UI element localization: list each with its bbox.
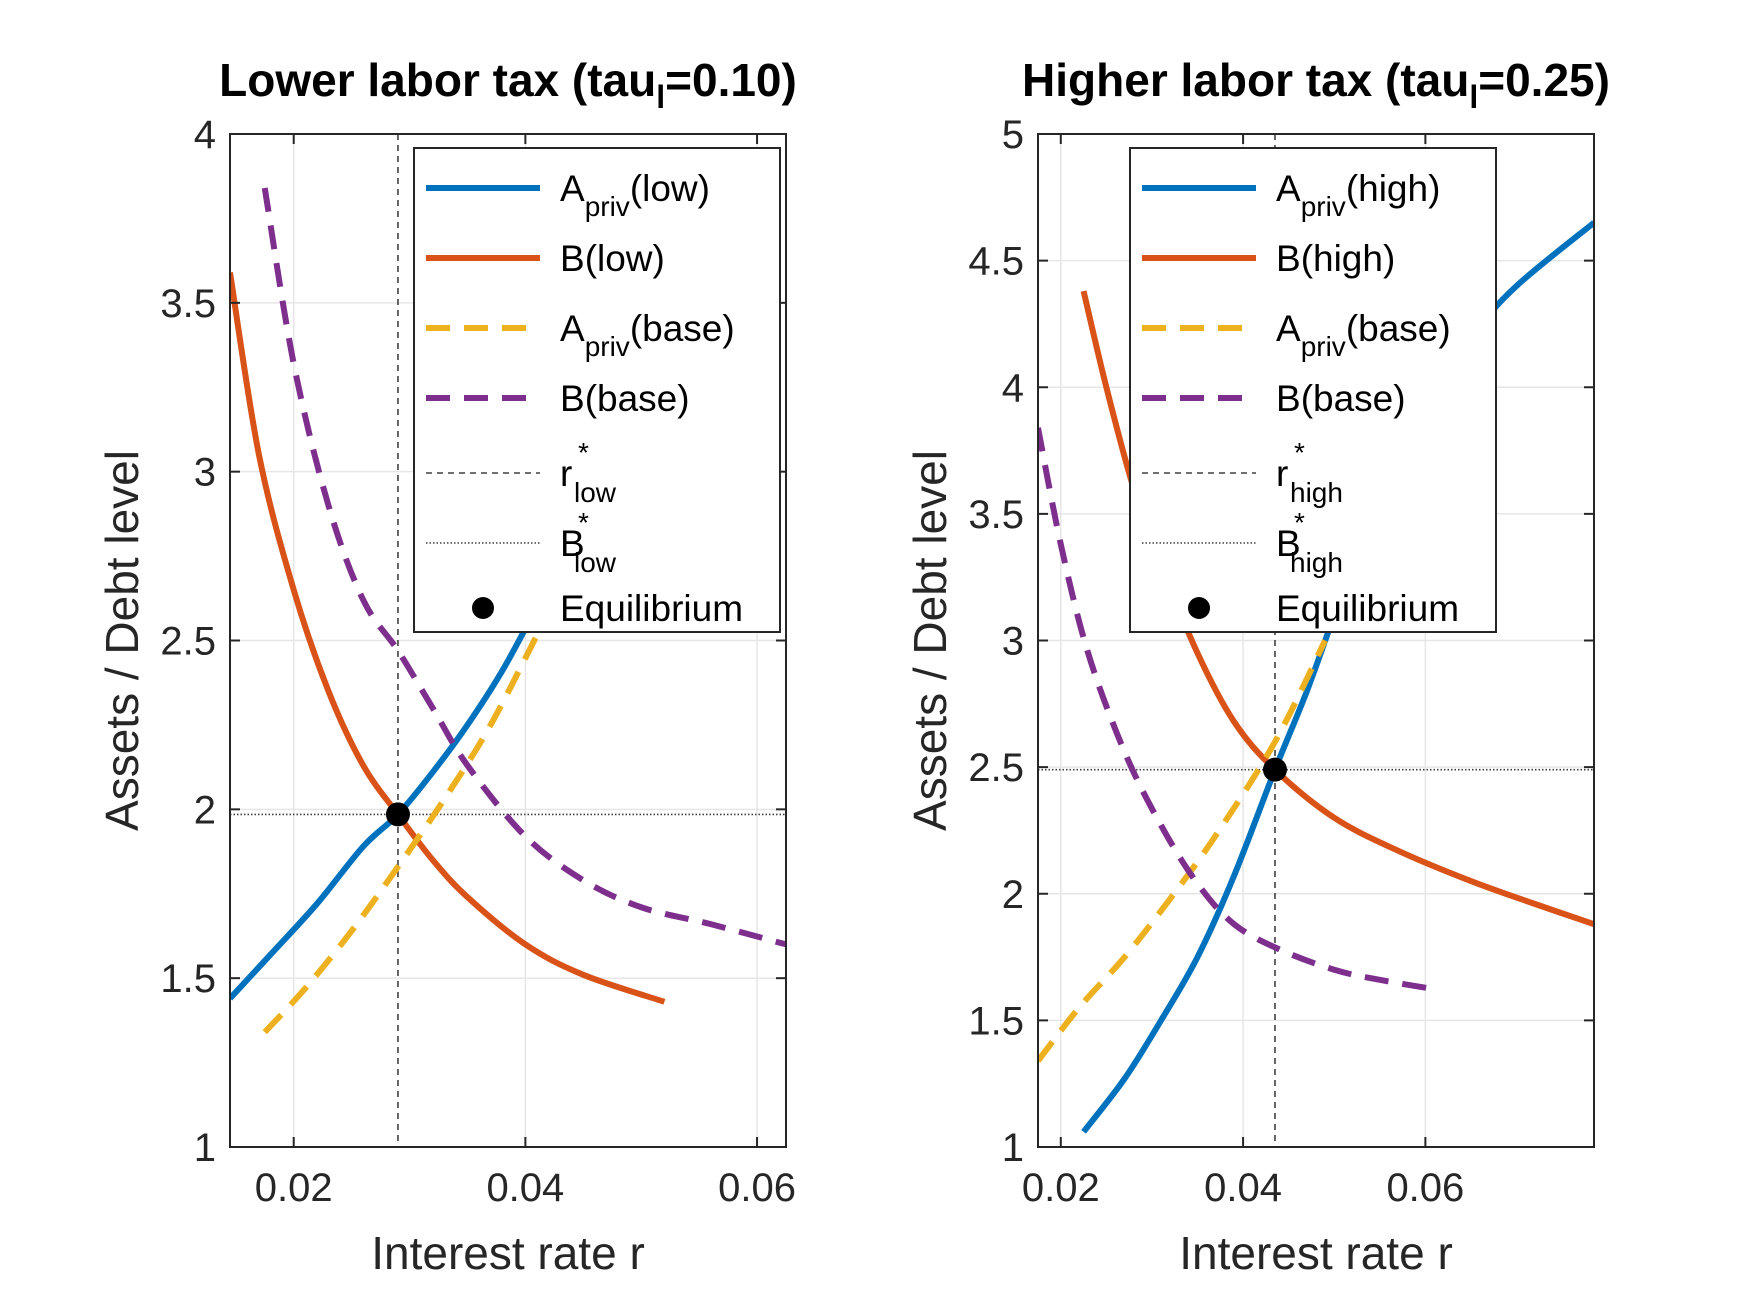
legend-label: Apriv(high): [1276, 168, 1440, 222]
y-tick-label: 1.5: [968, 999, 1024, 1043]
x-tick-label: 0.06: [1386, 1166, 1464, 1210]
series-line-blow: [230, 271, 666, 1005]
legend-name: A: [560, 168, 585, 209]
legend-label: B(high): [1276, 238, 1395, 279]
chart-panel-2: 0.02 0.04 0.06 1 1.5 2 2.5 3 3.5 4 4.5 5 Interest ra…: [904, 54, 1610, 1279]
y-tick-label: 3.5: [160, 282, 216, 326]
legend-box: [413, 147, 781, 633]
title-tail: =0.10): [665, 54, 797, 106]
legend-equilibrium-label: Equilibrium: [560, 588, 743, 629]
y-tick-label: 3: [194, 451, 216, 495]
equilibrium-marker: [385, 802, 410, 827]
y-tick-label: 5: [1002, 113, 1024, 157]
legend-equilibrium-marker: [1188, 597, 1210, 619]
x-tick-label: 0.02: [1022, 1166, 1100, 1210]
chart-title: Higher labor tax (taul=0.25): [1022, 54, 1610, 115]
legend-ref-sup: *: [1294, 437, 1305, 468]
legend-equilibrium-marker: [472, 597, 494, 619]
x-axis-label: Interest rate r: [1179, 1227, 1453, 1279]
legend-label: Apriv(base): [560, 308, 735, 362]
equilibrium-marker: [1262, 757, 1287, 782]
legend-ref-name: B: [1276, 523, 1301, 564]
legend-ref-label: r* low: [560, 437, 617, 508]
x-axis-label: Interest rate r: [371, 1227, 645, 1279]
x-tick-label: 0.02: [255, 1166, 333, 1210]
legend-ref-name: B: [560, 523, 585, 564]
legend-name-tail: (high): [1346, 168, 1441, 209]
title-sub: l: [1469, 79, 1478, 115]
legend-ref-name: r: [560, 453, 572, 494]
y-tick-label: 2: [1002, 873, 1024, 917]
y-tick-label: 1: [194, 1126, 216, 1170]
series-line-aprivbase: [262, 622, 546, 1035]
legend-name-tail: (base): [630, 308, 735, 349]
legend-name: A: [1276, 168, 1301, 209]
y-axis-label: Assets / Debt level: [96, 450, 148, 831]
legend-name: B: [560, 378, 585, 419]
y-tick-label: 4.5: [968, 240, 1024, 284]
y-tick-label: 2: [194, 788, 216, 832]
legend-name-tail: (high): [1301, 238, 1396, 279]
legend-ref-sup: *: [578, 437, 589, 468]
series-line-aprivlow: [230, 605, 540, 1001]
legend-ref-sub: low: [574, 547, 617, 578]
chart-title: Lower labor tax (taul=0.10): [219, 54, 797, 115]
y-tick-label: 1.5: [160, 957, 216, 1001]
legend-ref-sub: low: [574, 477, 617, 508]
legend-name-tail: (low): [585, 238, 665, 279]
series-line-bbase: [261, 187, 786, 948]
legend-label: Apriv(base): [1276, 308, 1451, 362]
series-line-bbase: [1038, 427, 1440, 993]
title-main: Higher labor tax (tau: [1022, 54, 1469, 106]
y-tick-label: 1: [1002, 1126, 1024, 1170]
legend-name: B: [1276, 238, 1301, 279]
y-tick-label: 3.5: [968, 493, 1024, 537]
legend-name: A: [560, 308, 585, 349]
chart-panel-1: 0.02 0.04 0.06 1 1.5 2 2.5 3 3.5 4 Interest rate r…: [96, 54, 797, 1279]
y-tick-label: 2.5: [968, 746, 1024, 790]
legend-ref-sup: *: [578, 507, 589, 538]
x-tick-label: 0.04: [1204, 1166, 1282, 1210]
series-line-bhigh: [1080, 290, 1594, 927]
x-tick-label: 0.06: [718, 1166, 796, 1210]
legend-ref-sub: high: [1290, 547, 1343, 578]
x-tick-label: 0.04: [486, 1166, 564, 1210]
y-tick-label: 4: [194, 113, 216, 157]
legend: Apriv(low)B(low)Apriv(base)B(base)r* lowB…: [413, 147, 781, 633]
legend-name-sub: priv: [585, 191, 630, 222]
legend-name: A: [1276, 308, 1301, 349]
title-sub: l: [656, 79, 665, 115]
title-tail: =0.25): [1478, 54, 1610, 106]
y-axis-label: Assets / Debt level: [904, 450, 956, 831]
y-tick-label: 4: [1002, 366, 1024, 410]
legend-label: B(base): [560, 378, 690, 419]
legend-name-tail: (low): [630, 168, 710, 209]
series-line-aprivbase: [1038, 639, 1328, 1063]
legend-ref-label: B* high: [1276, 507, 1343, 578]
legend-name-tail: (base): [585, 378, 690, 419]
legend-name: B: [1276, 378, 1301, 419]
legend-label: B(low): [560, 238, 665, 279]
legend: Apriv(high)B(high)Apriv(base)B(base)r* hi…: [1129, 147, 1497, 633]
legend-ref-label: B* low: [560, 507, 617, 578]
legend-ref-sub: high: [1290, 477, 1343, 508]
legend-ref-label: r* high: [1276, 437, 1343, 508]
legend-ref-sup: *: [1294, 507, 1305, 538]
y-tick-label: 3: [1002, 620, 1024, 664]
y-tick-label: 2.5: [160, 620, 216, 664]
legend-name-sub: priv: [1301, 191, 1346, 222]
legend-label: Apriv(low): [560, 168, 710, 222]
legend-name: B: [560, 238, 585, 279]
legend-name-tail: (base): [1346, 308, 1451, 349]
legend-label: B(base): [1276, 378, 1406, 419]
legend-name-sub: priv: [585, 331, 630, 362]
legend-box: [1129, 147, 1497, 633]
legend-ref-name: r: [1276, 453, 1288, 494]
legend-equilibrium-label: Equilibrium: [1276, 588, 1459, 629]
legend-name-tail: (base): [1301, 378, 1406, 419]
legend-name-sub: priv: [1301, 331, 1346, 362]
title-main: Lower labor tax (tau: [219, 54, 656, 106]
